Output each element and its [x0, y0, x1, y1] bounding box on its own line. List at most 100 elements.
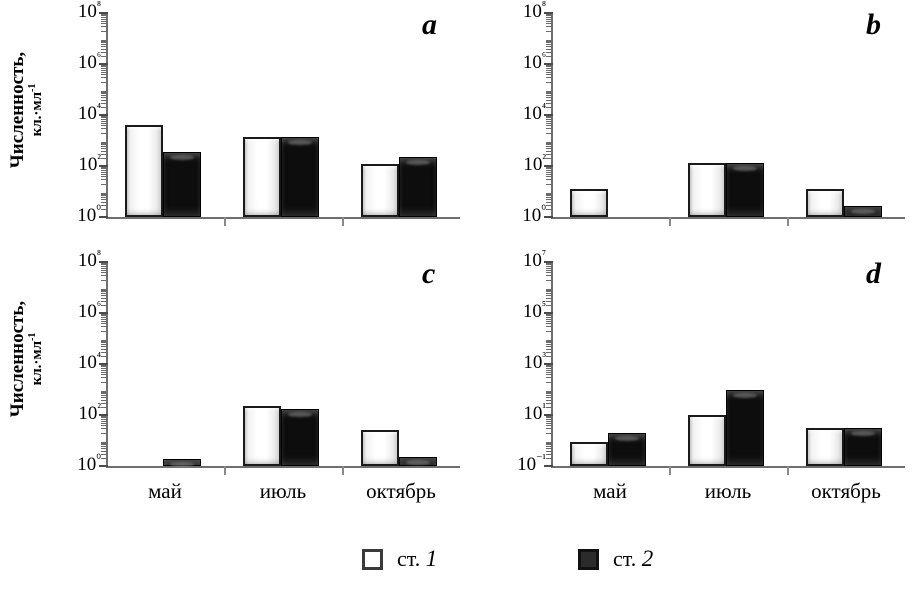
- y-tick-minor-c: [101, 341, 107, 342]
- y-tick-minor-c: [101, 391, 107, 392]
- y-tick-minor-a: [101, 42, 107, 43]
- y-tick-label-c-2: 10⁴: [77, 349, 101, 373]
- y-tick-minor-c: [101, 344, 107, 345]
- y-tick-minor-a: [101, 144, 107, 145]
- legend-item-station-2: ст. 2: [578, 546, 653, 572]
- bar-b-июль-series2: [726, 163, 764, 217]
- y-tick-major-a-4: [99, 12, 108, 14]
- y-tick-minor-c: [101, 275, 107, 276]
- y-tick-major-a-3: [99, 63, 108, 65]
- y-tick-minor-a: [101, 52, 107, 53]
- y-tick-minor-a: [101, 41, 107, 42]
- y-tick-minor-c: [101, 417, 107, 418]
- y-tick-minor-a: [101, 133, 107, 134]
- y-tick-minor-b: [546, 146, 552, 147]
- y-tick-minor-a: [101, 14, 107, 15]
- y-tick-label-d-2: 10³: [523, 349, 546, 373]
- y-tick-minor-a: [101, 179, 107, 180]
- y-tick-minor-a: [101, 142, 107, 143]
- y-axis-line-b: [551, 13, 553, 219]
- y-tick-minor-b: [546, 199, 552, 200]
- legend-label-prefix-2: ст.: [613, 546, 642, 571]
- y-tick-minor-a: [101, 15, 107, 16]
- y-tick-minor-d: [546, 270, 552, 271]
- y-tick-minor-a: [101, 93, 107, 94]
- y-tick-minor-a: [101, 68, 107, 69]
- y-tick-minor-b: [546, 142, 552, 143]
- y-tick-minor-b: [546, 77, 552, 78]
- bar-b-июль-series1: [688, 163, 726, 217]
- y-tick-major-c-0: [99, 465, 108, 467]
- y-tick-minor-d: [546, 393, 552, 394]
- y-tick-minor-d: [546, 392, 552, 393]
- x-category-label-c-1: июль: [259, 479, 307, 503]
- y-tick-minor-d: [546, 423, 552, 424]
- y-tick-minor-a: [101, 97, 107, 98]
- y-tick-minor-d: [546, 448, 552, 449]
- y-tick-label-a-3: 10⁶: [77, 49, 101, 73]
- y-tick-minor-b: [546, 23, 552, 24]
- bar-a-октябрь-series1: [361, 164, 399, 217]
- y-tick-minor-c: [101, 356, 107, 357]
- y-tick-minor-a: [101, 123, 107, 124]
- x-category-label-d-0: май: [593, 479, 627, 503]
- y-tick-minor-b: [546, 91, 552, 92]
- y-tick-minor-d: [546, 428, 552, 429]
- y-tick-label-a-1: 10²: [78, 151, 101, 175]
- y-tick-minor-d: [546, 416, 552, 417]
- bar-a-июль-series1: [243, 137, 281, 217]
- y-tick-minor-a: [101, 143, 107, 144]
- bar-d-май-series1: [570, 442, 608, 466]
- y-tick-minor-b: [546, 15, 552, 16]
- y-tick-minor-b: [546, 116, 552, 117]
- y-tick-label-c-1: 10²: [78, 400, 101, 424]
- y-tick-minor-c: [101, 331, 107, 332]
- y-tick-minor-d: [546, 305, 552, 306]
- y-tick-minor-d: [546, 425, 552, 426]
- x-axis-line-b: [551, 217, 905, 219]
- y-tick-minor-a: [101, 103, 107, 104]
- y-tick-minor-c: [101, 446, 107, 447]
- y-tick-minor-b: [546, 143, 552, 144]
- y-tick-minor-c: [101, 290, 107, 291]
- y-tick-minor-d: [546, 275, 552, 276]
- bar-a-май-series1: [125, 125, 163, 217]
- y-tick-minor-a: [101, 70, 107, 71]
- y-tick-minor-a: [101, 107, 107, 108]
- y-tick-major-d-1: [544, 414, 553, 416]
- y-tick-minor-d: [546, 323, 552, 324]
- y-tick-minor-a: [101, 174, 107, 175]
- y-tick-minor-d: [546, 366, 552, 367]
- y-tick-minor-d: [546, 407, 552, 408]
- y-tick-minor-a: [101, 91, 107, 92]
- y-tick-major-a-1: [99, 165, 108, 167]
- y-tick-minor-a: [101, 197, 107, 198]
- y-tick-minor-d: [546, 365, 552, 366]
- y-tick-minor-b: [546, 95, 552, 96]
- y-tick-minor-d: [546, 403, 552, 404]
- y-axis-line-c: [106, 262, 108, 468]
- y-tick-minor-a: [101, 92, 107, 93]
- y-tick-minor-d: [546, 417, 552, 418]
- y-tick-minor-b: [546, 97, 552, 98]
- y-tick-minor-a: [101, 17, 107, 18]
- y-tick-minor-c: [101, 289, 107, 290]
- y-tick-minor-d: [546, 317, 552, 318]
- y-tick-minor-d: [546, 446, 552, 447]
- y-tick-minor-b: [546, 70, 552, 71]
- y-tick-minor-d: [546, 433, 552, 434]
- y-tick-minor-c: [101, 314, 107, 315]
- y-tick-major-a-2: [99, 114, 108, 116]
- y-tick-minor-b: [546, 205, 552, 206]
- y-tick-minor-b: [546, 144, 552, 145]
- y-tick-minor-c: [101, 382, 107, 383]
- y-tick-major-d-2: [544, 363, 553, 365]
- y-tick-minor-b: [546, 74, 552, 75]
- y-tick-minor-a: [101, 66, 107, 67]
- y-tick-minor-d: [546, 331, 552, 332]
- y-tick-minor-c: [101, 305, 107, 306]
- y-tick-label-c-4: 10⁸: [77, 247, 101, 271]
- y-tick-minor-d: [546, 344, 552, 345]
- y-tick-minor-a: [101, 158, 107, 159]
